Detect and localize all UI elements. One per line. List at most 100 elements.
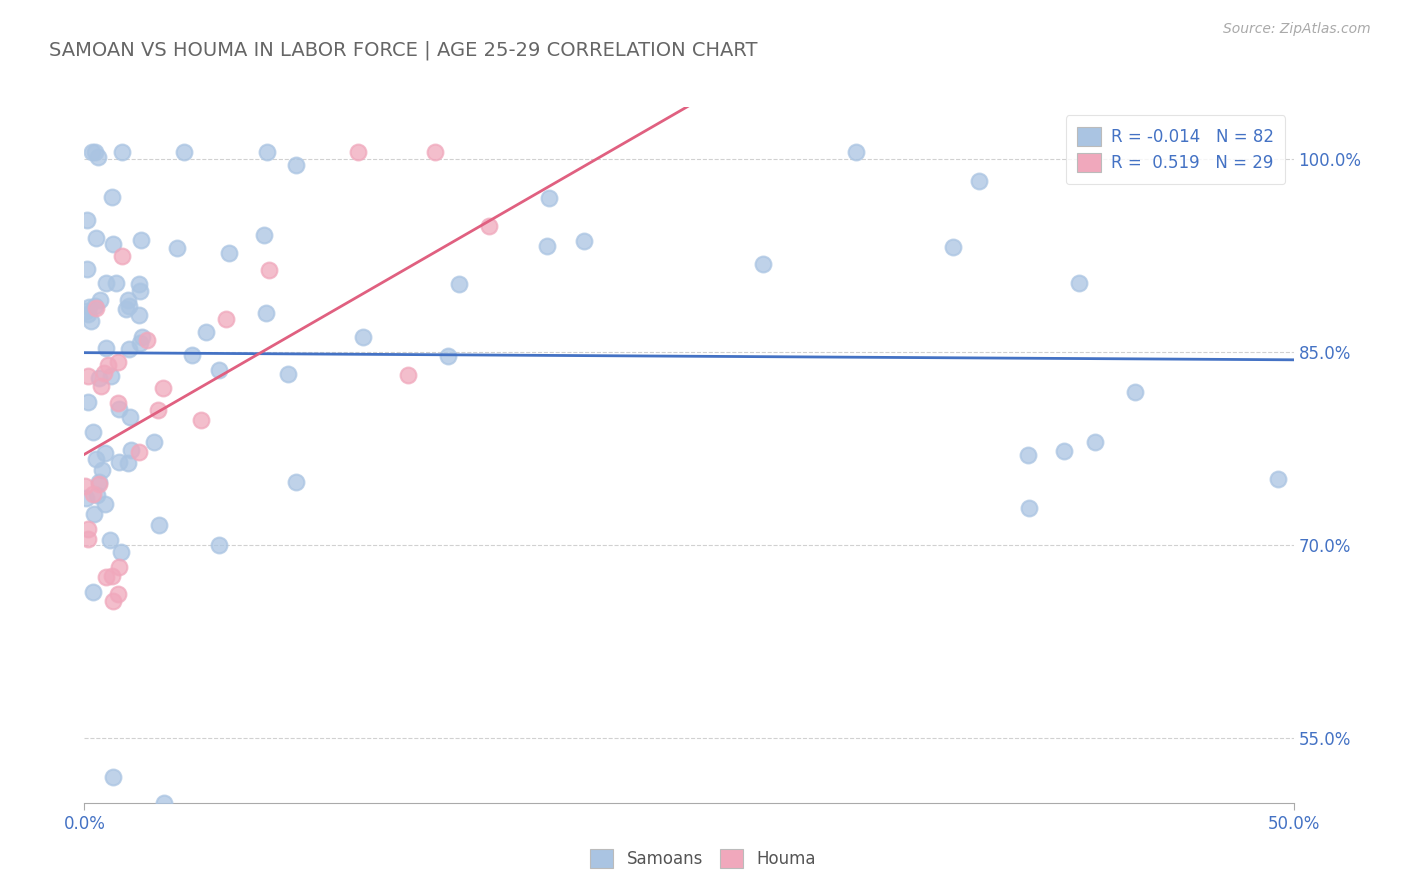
Point <box>76 522 98 536</box>
Text: Source: ZipAtlas.com: Source: ZipAtlas.com <box>1223 22 1371 37</box>
Point <box>84 452 107 467</box>
Point <box>152 381 174 395</box>
Point <box>1053 443 1076 458</box>
Point <box>100 369 122 384</box>
Point <box>117 293 139 307</box>
Point <box>91 463 114 477</box>
Point <box>84 301 107 315</box>
Point <box>105 277 128 291</box>
Point <box>352 330 374 344</box>
Point <box>90 379 112 393</box>
Point <box>108 402 131 417</box>
Point <box>218 246 240 260</box>
Point <box>79 313 101 327</box>
Point <box>107 586 129 600</box>
Legend: R = -0.014   N = 82, R =  0.519   N = 29: R = -0.014 N = 82, R = 0.519 N = 29 <box>1066 115 1285 184</box>
Point <box>82 425 104 439</box>
Point <box>146 403 169 417</box>
Point <box>173 145 195 160</box>
Point <box>536 238 558 252</box>
Point <box>967 174 990 188</box>
Point <box>1267 472 1289 486</box>
Point <box>94 497 117 511</box>
Point <box>103 236 125 251</box>
Point <box>447 277 470 292</box>
Point <box>277 368 299 382</box>
Point <box>208 538 231 552</box>
Point <box>208 363 231 377</box>
Point <box>118 342 141 356</box>
Point <box>135 333 157 347</box>
Point <box>128 444 150 458</box>
Point <box>117 456 139 470</box>
Point <box>118 299 141 313</box>
Point <box>254 306 277 320</box>
Point <box>89 293 111 308</box>
Point <box>1017 449 1039 463</box>
Point <box>77 532 100 546</box>
Point <box>87 150 110 164</box>
Point <box>82 584 104 599</box>
Point <box>77 369 100 384</box>
Point <box>107 455 129 469</box>
Point <box>93 366 115 380</box>
Point <box>751 256 773 270</box>
Point <box>256 145 278 160</box>
Point <box>128 285 150 299</box>
Point <box>1018 501 1040 516</box>
Point <box>87 371 110 385</box>
Point <box>76 491 98 505</box>
Point <box>285 475 308 490</box>
Point <box>89 475 111 490</box>
Point <box>153 796 176 810</box>
Point <box>215 311 238 326</box>
Point <box>101 770 124 784</box>
Point <box>537 191 560 205</box>
Point <box>107 395 129 409</box>
Point <box>82 145 104 160</box>
Point <box>86 231 108 245</box>
Point <box>75 303 97 318</box>
Point <box>436 349 458 363</box>
Point <box>98 533 121 547</box>
Point <box>128 277 150 291</box>
Text: SAMOAN VS HOUMA IN LABOR FORCE | AGE 25-29 CORRELATION CHART: SAMOAN VS HOUMA IN LABOR FORCE | AGE 25-… <box>49 40 758 60</box>
Point <box>1123 384 1146 399</box>
Point <box>166 241 188 255</box>
Point <box>83 299 105 313</box>
Point <box>75 479 97 493</box>
Point <box>82 487 104 501</box>
Point <box>1084 435 1107 450</box>
Point <box>77 394 100 409</box>
Point <box>148 518 170 533</box>
Point <box>96 277 118 291</box>
Point <box>129 335 152 350</box>
Point <box>253 227 276 242</box>
Point <box>83 145 105 160</box>
Point <box>101 569 124 583</box>
Point <box>190 413 212 427</box>
Point <box>110 544 132 558</box>
Point <box>478 219 501 234</box>
Point <box>108 559 131 574</box>
Point <box>111 249 134 263</box>
Point <box>114 301 136 316</box>
Point <box>96 359 118 373</box>
Point <box>94 446 117 460</box>
Point <box>83 508 105 522</box>
Point <box>101 190 124 204</box>
Point <box>76 261 98 276</box>
Point <box>120 442 142 457</box>
Point <box>111 145 134 160</box>
Point <box>942 240 965 254</box>
Point <box>131 330 153 344</box>
Point <box>89 477 111 491</box>
Point <box>76 213 98 227</box>
Point <box>128 308 150 322</box>
Point <box>96 341 118 355</box>
Point <box>77 307 100 321</box>
Point <box>94 570 117 584</box>
Point <box>396 368 419 382</box>
Point <box>143 434 166 449</box>
Point <box>285 158 308 172</box>
